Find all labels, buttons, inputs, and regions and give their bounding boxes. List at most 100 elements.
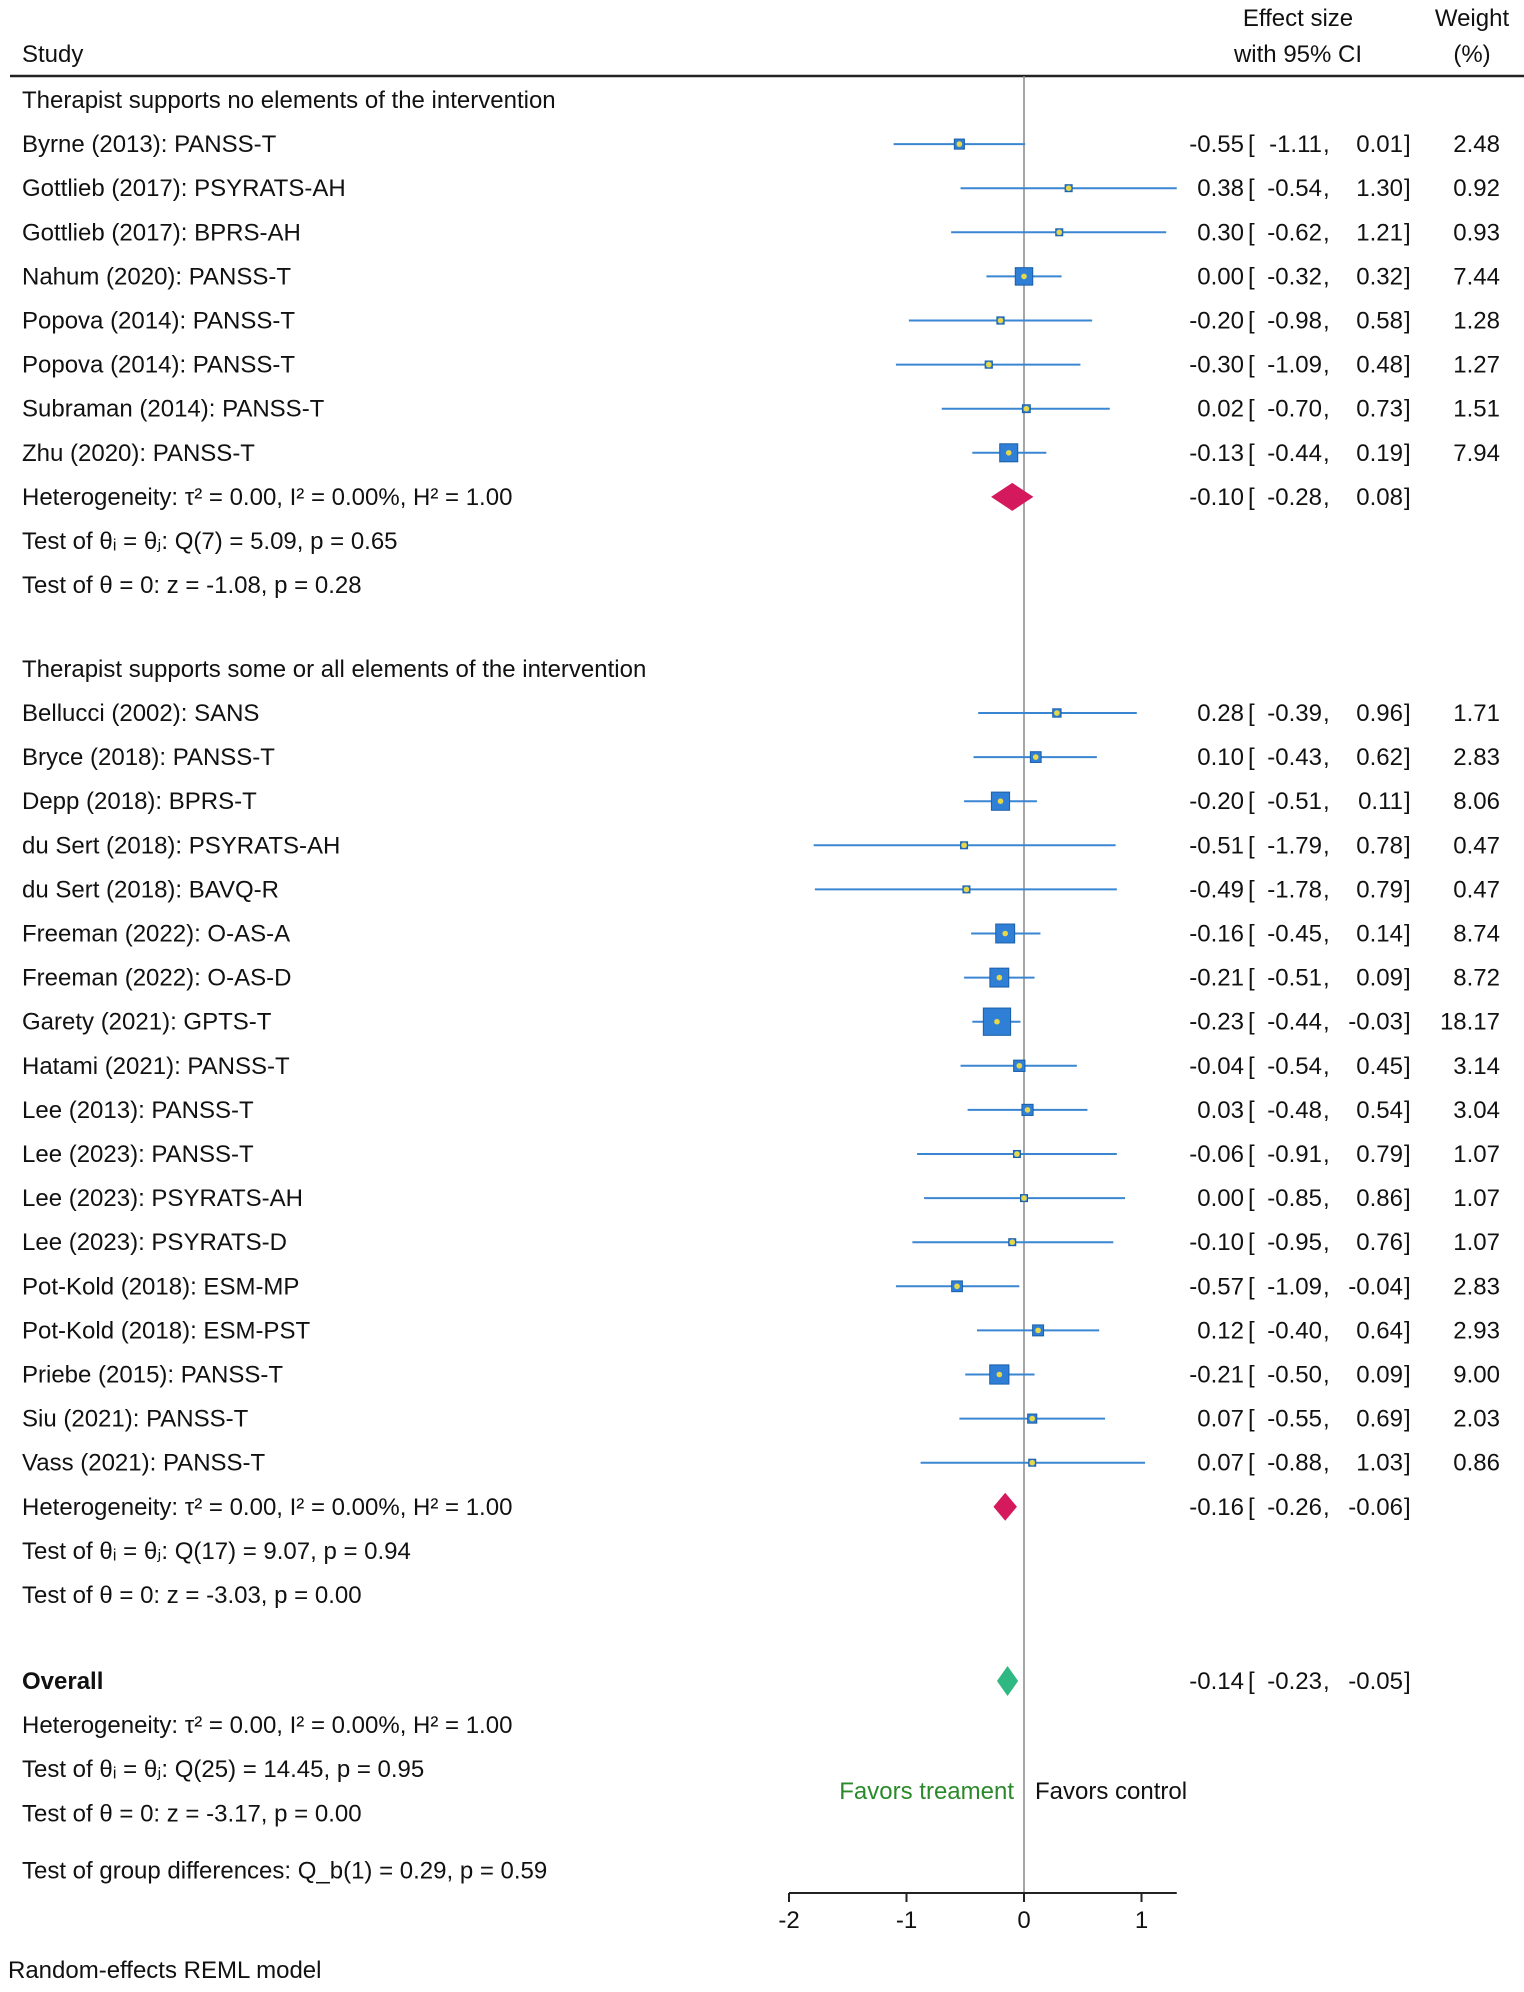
ci-comma: , — [1323, 1317, 1330, 1344]
ci-bracket-open: [ — [1248, 308, 1255, 335]
point-estimate — [1029, 1415, 1036, 1422]
ci-bracket-close: ] — [1404, 920, 1411, 947]
ci-comma: , — [1323, 920, 1330, 947]
ci-comma: , — [1323, 1668, 1330, 1695]
ci-upper: 0.79 — [1356, 1141, 1403, 1168]
weight-value: 0.93 — [1453, 219, 1500, 246]
x-tick-label: -2 — [778, 1907, 799, 1934]
heterogeneity: Heterogeneity: τ² = 0.00, I² = 0.00%, H²… — [22, 1494, 512, 1521]
ci-bracket-open: [ — [1248, 440, 1255, 467]
study-label: Popova (2014): PANSS-T — [22, 352, 295, 379]
effect-estimate: -0.16 — [1189, 920, 1244, 947]
ci-bracket-close: ] — [1404, 832, 1411, 859]
ci-upper: 0.64 — [1356, 1317, 1403, 1344]
ci-bracket-open: [ — [1248, 965, 1255, 992]
study-label: Subraman (2014): PANSS-T — [22, 396, 325, 423]
ci-comma: , — [1323, 1406, 1330, 1433]
point-estimate — [1021, 273, 1027, 280]
ci-bracket-close: ] — [1404, 744, 1411, 771]
weight-value: 1.27 — [1453, 352, 1500, 379]
weight-value: 3.14 — [1453, 1053, 1500, 1080]
study-label: Lee (2023): PSYRATS-D — [22, 1229, 287, 1256]
point-estimate — [1054, 710, 1060, 716]
overall-heterogeneity: Heterogeneity: τ² = 0.00, I² = 0.00%, H²… — [22, 1712, 512, 1739]
ci-bracket-close: ] — [1404, 1141, 1411, 1168]
ci-lower: -0.32 — [1267, 263, 1322, 290]
ci-upper: 0.54 — [1356, 1097, 1403, 1124]
z-test: Test of θ = 0: z = -1.08, p = 0.28 — [22, 572, 362, 599]
point-estimate — [1056, 229, 1063, 236]
weight-value: 0.47 — [1453, 832, 1500, 859]
ci-comma: , — [1323, 1185, 1330, 1212]
ci-bracket-open: [ — [1248, 219, 1255, 246]
group-diamond — [991, 482, 1034, 511]
ci-bracket-open: [ — [1248, 263, 1255, 290]
ci-upper: 0.62 — [1356, 744, 1403, 771]
weight-value: 1.07 — [1453, 1185, 1500, 1212]
ci-bracket-open: [ — [1248, 1450, 1255, 1477]
ci-lower: -0.85 — [1267, 1185, 1322, 1212]
ci-lower: -0.23 — [1267, 1668, 1322, 1695]
ci-comma: , — [1323, 1053, 1330, 1080]
point-estimate — [1005, 450, 1012, 456]
ci-bracket-open: [ — [1248, 1494, 1255, 1521]
point-estimate — [1016, 1062, 1023, 1069]
point-estimate — [1014, 1151, 1020, 1157]
weight-value: 2.93 — [1453, 1317, 1500, 1344]
study-label: Bellucci (2002): SANS — [22, 700, 259, 727]
effect-estimate: -0.06 — [1189, 1141, 1244, 1168]
point-estimate — [1002, 930, 1008, 937]
ci-comma: , — [1323, 396, 1330, 423]
ci-bracket-close: ] — [1404, 700, 1411, 727]
effect-estimate: -0.10 — [1189, 1229, 1244, 1256]
weight-value: 1.71 — [1453, 700, 1500, 727]
ci-upper: 0.86 — [1356, 1185, 1403, 1212]
ci-upper: 0.73 — [1356, 396, 1403, 423]
effect-estimate: -0.30 — [1189, 352, 1244, 379]
ci-bracket-open: [ — [1248, 1668, 1255, 1695]
effect-estimate: -0.21 — [1189, 1361, 1244, 1388]
ci-lower: -0.43 — [1267, 744, 1322, 771]
point-estimate — [1035, 1327, 1041, 1334]
study-label: Popova (2014): PANSS-T — [22, 308, 295, 335]
effect-estimate: 0.02 — [1197, 396, 1244, 423]
point-estimate — [994, 1018, 1000, 1025]
point-estimate — [1032, 754, 1039, 760]
overall-label: Overall — [22, 1668, 103, 1695]
ci-lower: -0.44 — [1267, 1009, 1322, 1036]
ci-bracket-open: [ — [1248, 1406, 1255, 1433]
ci-upper: 0.48 — [1356, 352, 1403, 379]
weight-value: 1.28 — [1453, 308, 1500, 335]
ci-bracket-close: ] — [1404, 1185, 1411, 1212]
overall-q-test: Test of θᵢ = θⱼ: Q(25) = 14.45, p = 0.95 — [22, 1756, 424, 1783]
effect-estimate: -0.16 — [1189, 1494, 1244, 1521]
ci-lower: -0.95 — [1267, 1229, 1322, 1256]
group-title: Therapist supports some or all elements … — [22, 656, 646, 683]
overall-z-test: Test of θ = 0: z = -3.17, p = 0.00 — [22, 1800, 362, 1827]
z-test: Test of θ = 0: z = -3.03, p = 0.00 — [22, 1582, 362, 1609]
ci-lower: -0.88 — [1267, 1450, 1322, 1477]
q-test: Test of θᵢ = θⱼ: Q(17) = 9.07, p = 0.94 — [22, 1538, 411, 1565]
ci-comma: , — [1323, 1494, 1330, 1521]
weight-value: 8.74 — [1453, 920, 1500, 947]
ci-upper: 0.96 — [1356, 700, 1403, 727]
ci-lower: -0.40 — [1267, 1317, 1322, 1344]
effect-estimate: -0.14 — [1189, 1668, 1244, 1695]
ci-comma: , — [1323, 832, 1330, 859]
study-label: Pot-Kold (2018): ESM-PST — [22, 1317, 310, 1344]
weight-value: 1.07 — [1453, 1229, 1500, 1256]
ci-comma: , — [1323, 700, 1330, 727]
ci-comma: , — [1323, 1361, 1330, 1388]
point-estimate — [956, 141, 963, 147]
ci-comma: , — [1323, 788, 1330, 815]
point-estimate — [996, 974, 1003, 981]
ci-comma: , — [1323, 484, 1330, 511]
heterogeneity: Heterogeneity: τ² = 0.00, I² = 0.00%, H²… — [22, 484, 512, 511]
ci-comma: , — [1323, 1273, 1330, 1300]
study-label: Nahum (2020): PANSS-T — [22, 263, 291, 290]
ci-bracket-close: ] — [1404, 1494, 1411, 1521]
study-label: Freeman (2022): O-AS-A — [22, 920, 290, 947]
effect-estimate: -0.21 — [1189, 965, 1244, 992]
footer-model: Random-effects REML model — [8, 1957, 321, 1984]
header-effect-1: Effect size — [1243, 5, 1353, 32]
